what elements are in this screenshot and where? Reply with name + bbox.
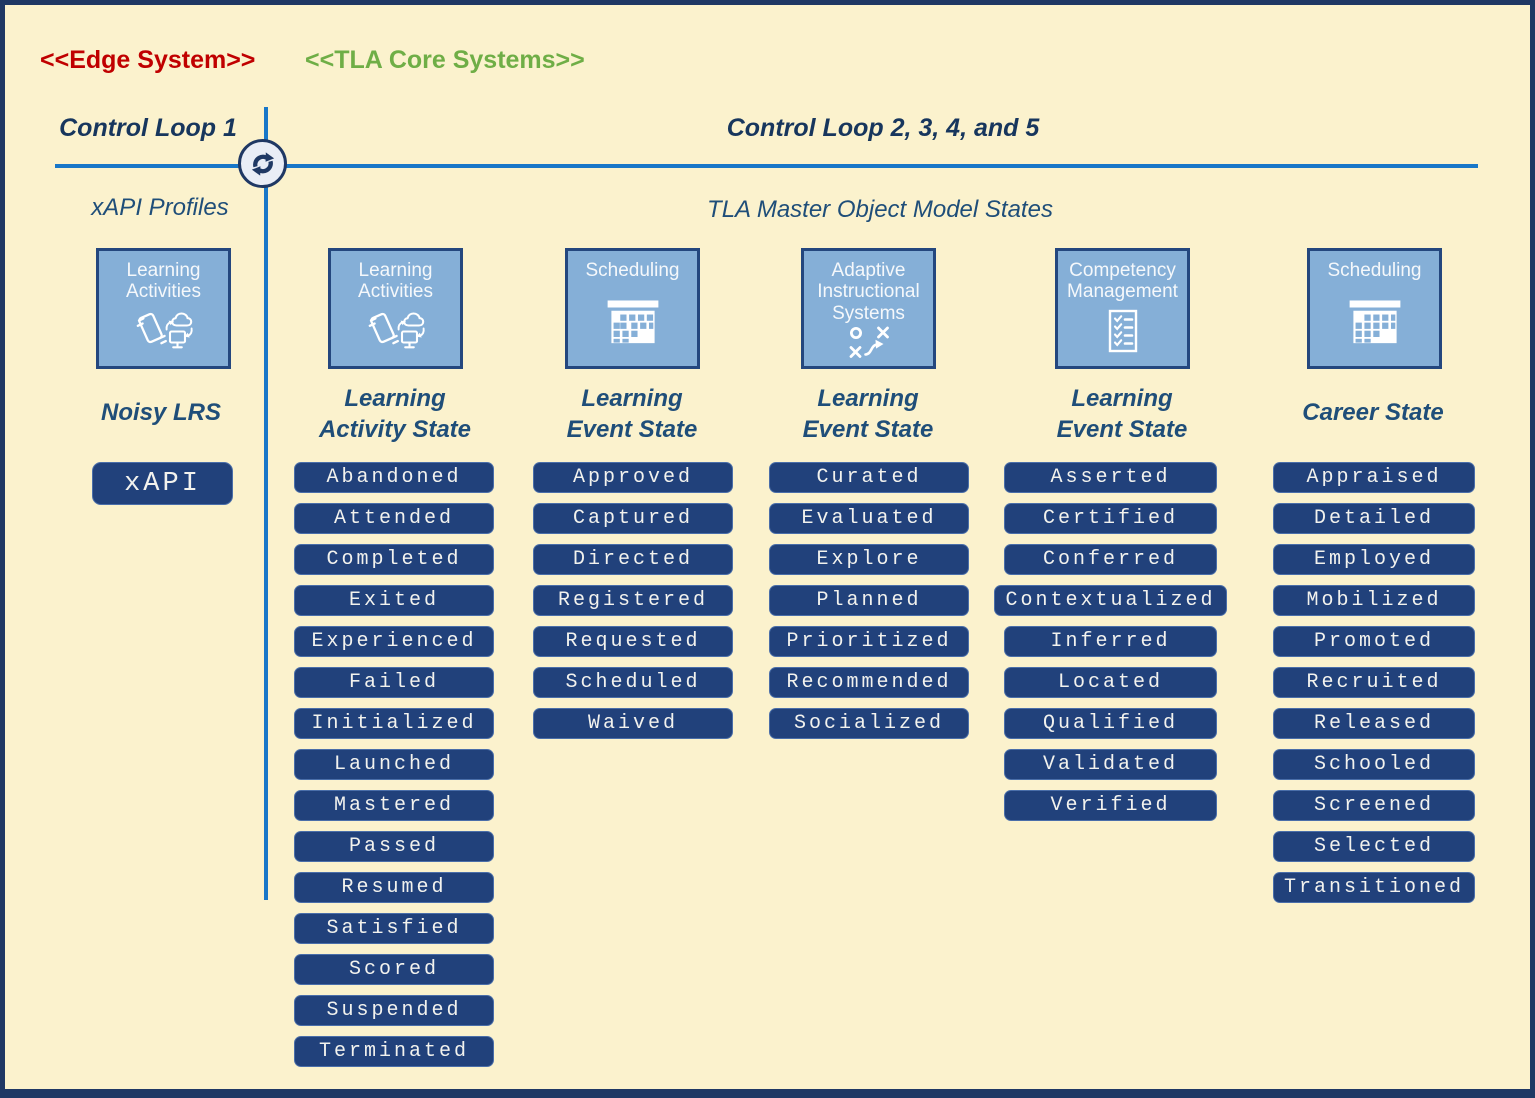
state-node: Exited	[294, 585, 494, 616]
learning-event-state-title: Learning Event State	[1056, 385, 1188, 443]
state-node: Mastered	[294, 790, 494, 821]
state-node: Prioritized	[769, 626, 969, 657]
state-node: Planned	[769, 585, 969, 616]
state-node: Evaluated	[769, 503, 969, 534]
state-node: Curated	[769, 462, 969, 493]
strategy-icon	[847, 324, 891, 366]
career-state-list: Appraised Detailed Employed Mobilized Promot…	[1272, 462, 1476, 903]
learning-activity-state-list: Abandoned Attended Completed Exited Experien…	[294, 462, 494, 1067]
state-node: Conferred	[1004, 544, 1217, 575]
competency-management-box: Competency Management	[1055, 248, 1190, 369]
state-node: Registered	[533, 585, 733, 616]
state-node: Transitioned	[1272, 872, 1476, 903]
state-node: Contextualized	[994, 585, 1227, 616]
adaptive-instructional-box: Adaptive Instructional Systems	[801, 248, 936, 369]
state-node: Selected	[1273, 831, 1475, 862]
state-node: Attended	[294, 503, 494, 534]
state-node: Qualified	[1004, 708, 1217, 739]
state-node: Released	[1273, 708, 1475, 739]
state-node: Passed	[294, 831, 494, 862]
state-node: Mobilized	[1273, 585, 1475, 616]
state-node: Certified	[1004, 503, 1217, 534]
xapi-profiles-label: xAPI Profiles	[91, 194, 229, 221]
horizontal-loop-line	[55, 164, 1478, 168]
state-node: Suspended	[294, 995, 494, 1026]
mom-states-label: TLA Master Object Model States	[707, 196, 1053, 223]
state-node: Appraised	[1273, 462, 1475, 493]
scheduling-box-career: Scheduling	[1307, 248, 1442, 369]
state-node: Recruited	[1273, 667, 1475, 698]
state-node: Explore	[769, 544, 969, 575]
icon-box-label: Learning Activities	[358, 260, 433, 303]
scheduling-box: Scheduling	[565, 248, 700, 369]
icon-box-label: Adaptive Instructional Systems	[817, 260, 920, 324]
learning-activities-icon	[364, 303, 428, 366]
adaptive-event-state-list: Curated Evaluated Explore Planned Prioritize…	[769, 462, 969, 739]
learning-event-state-title: Learning Event State	[566, 385, 698, 443]
sync-icon	[251, 151, 274, 176]
state-node: Directed	[533, 544, 733, 575]
state-node: Recommended	[769, 667, 969, 698]
state-node: Waived	[533, 708, 733, 739]
state-node: Abandoned	[294, 462, 494, 493]
checklist-icon	[1105, 303, 1141, 366]
vertical-divider-line	[264, 107, 268, 900]
career-state-title: Career State	[1302, 399, 1444, 426]
state-node: Verified	[1004, 790, 1217, 821]
learning-activity-state-title: Learning Activity State	[318, 385, 472, 443]
state-node: Satisfied	[294, 913, 494, 944]
tla-learning-activities-box: Learning Activities	[328, 248, 463, 369]
state-node: Inferred	[1004, 626, 1217, 657]
state-node: Approved	[533, 462, 733, 493]
edge-system-stereotype: <<Edge System>>	[40, 46, 256, 74]
state-node: Socialized	[769, 708, 969, 739]
state-node: Located	[1004, 667, 1217, 698]
calendar-icon	[606, 281, 660, 366]
xapi-badge: xAPI	[92, 462, 233, 505]
competency-event-state-list: Asserted Certified Conferred Contextualized…	[994, 462, 1227, 821]
state-node: Captured	[533, 503, 733, 534]
icon-box-label: Scheduling	[1327, 260, 1422, 281]
state-node: Terminated	[294, 1036, 494, 1067]
state-node: Experienced	[294, 626, 494, 657]
control-loop-2345-title: Control Loop 2, 3, 4, and 5	[726, 114, 1040, 142]
state-node: Scored	[294, 954, 494, 985]
edge-learning-activities-box: Learning Activities	[96, 248, 231, 369]
state-node: Failed	[294, 667, 494, 698]
state-node: Completed	[294, 544, 494, 575]
state-node: Promoted	[1273, 626, 1475, 657]
sync-badge	[238, 139, 287, 188]
state-node: Asserted	[1004, 462, 1217, 493]
learning-activities-icon	[132, 303, 196, 366]
state-node: Launched	[294, 749, 494, 780]
noisy-lrs-label: Noisy LRS	[100, 399, 222, 426]
state-node: Validated	[1004, 749, 1217, 780]
state-node: Schooled	[1273, 749, 1475, 780]
icon-box-label: Competency Management	[1067, 260, 1178, 303]
tla-core-systems-stereotype: <<TLA Core Systems>>	[305, 46, 585, 74]
control-loop-1-title: Control Loop 1	[59, 114, 237, 142]
state-node: Screened	[1273, 790, 1475, 821]
icon-box-label: Scheduling	[585, 260, 680, 281]
state-node: Scheduled	[533, 667, 733, 698]
state-node: Initialized	[294, 708, 494, 739]
state-node: Requested	[533, 626, 733, 657]
icon-box-label: Learning Activities	[126, 260, 201, 303]
state-node: Employed	[1273, 544, 1475, 575]
learning-event-state-title: Learning Event State	[802, 385, 934, 443]
scheduling-event-state-list: Approved Captured Directed Registered Reques…	[533, 462, 733, 739]
state-node: Detailed	[1273, 503, 1475, 534]
calendar-icon	[1348, 281, 1402, 366]
state-node: Resumed	[294, 872, 494, 903]
